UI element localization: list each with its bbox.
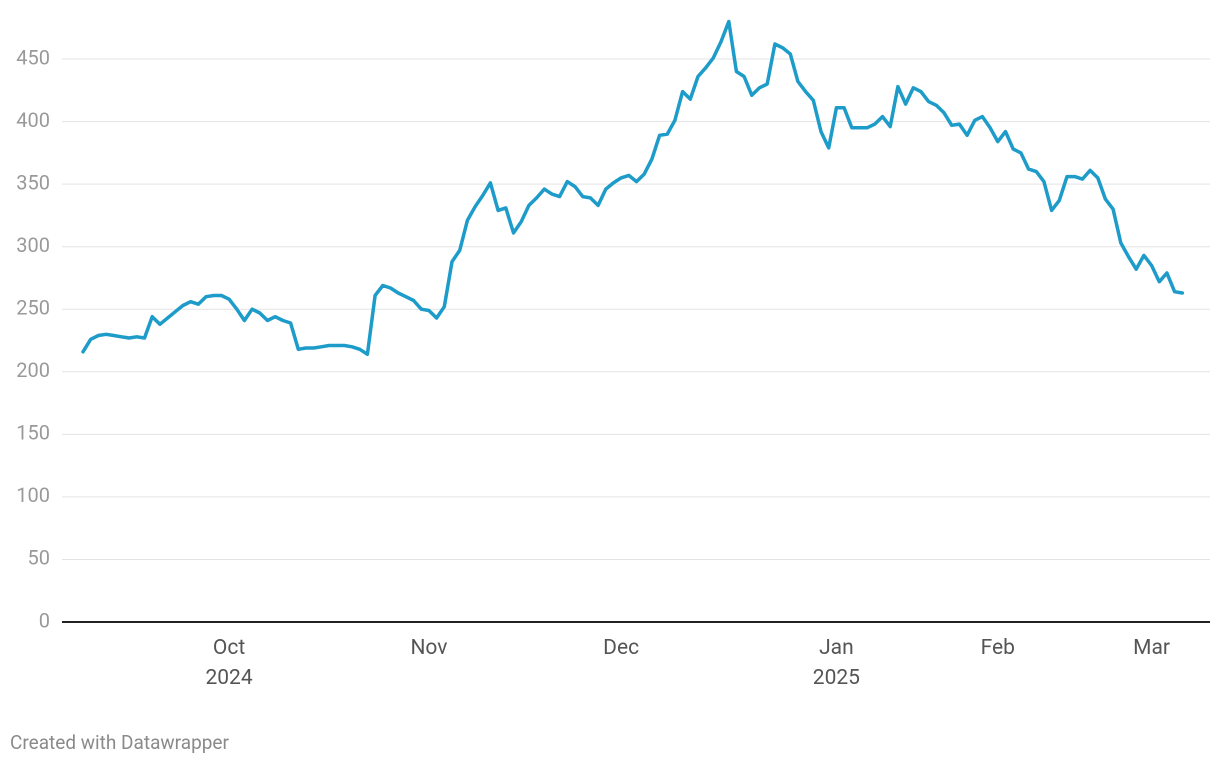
y-tick-label: 150 [16,421,50,445]
y-tick-label: 100 [16,483,50,507]
y-tick-label: 300 [16,233,50,257]
line [81,19,1185,357]
y-tick-label: 350 [16,170,50,194]
x-tick-label: Mar [1133,636,1170,660]
y-tick-label: 250 [16,296,50,320]
y-tick-label: 50 [28,546,50,570]
x-tick-label: Nov [410,636,448,660]
credit: Created with Datawrapper [10,731,229,754]
x-tick-label: Dec [603,636,640,660]
x-tick-label: Feb [980,636,1015,660]
y-tick-label: 450 [16,45,50,69]
x-tick-label: Oct 2024 [205,636,253,690]
y-tick-label: 0 [39,608,50,632]
y-tick-label: 400 [16,108,50,132]
y-tick-label: 200 [16,358,50,382]
x-tick-label: Jan 2025 [812,636,860,690]
